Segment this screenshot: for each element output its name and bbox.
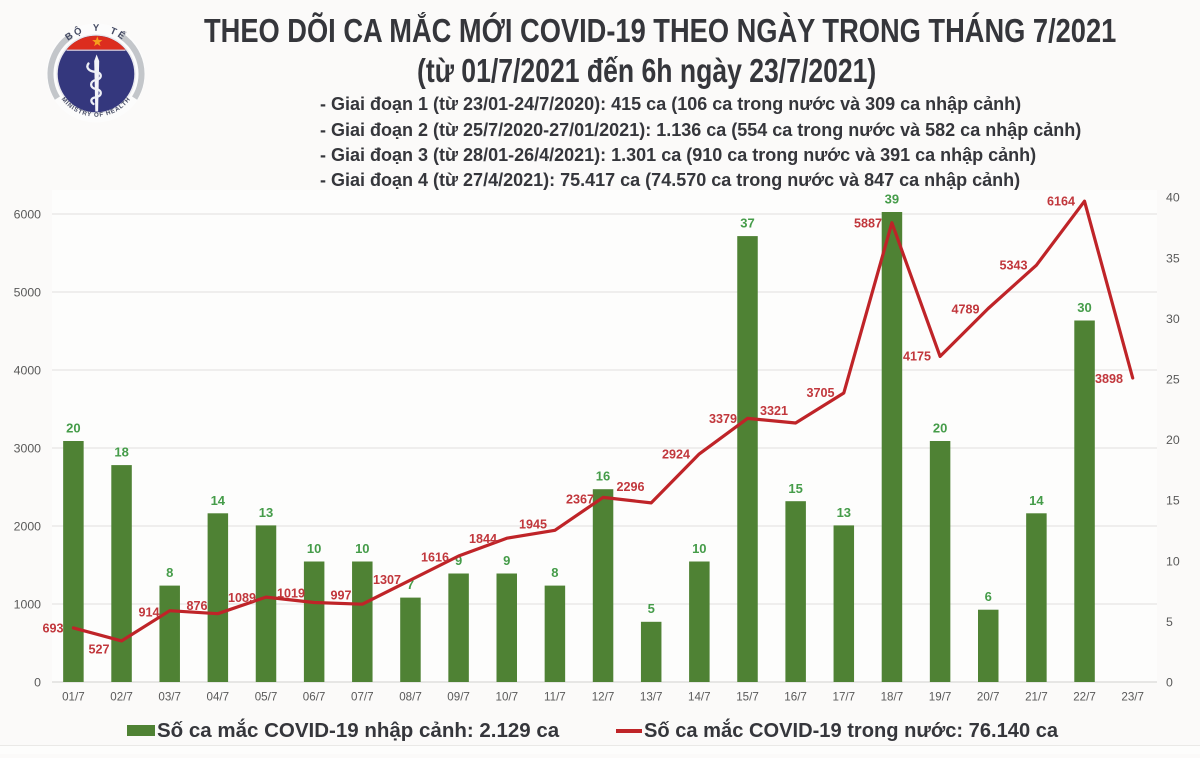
svg-text:10/7: 10/7 xyxy=(496,691,519,704)
svg-text:13: 13 xyxy=(837,505,851,520)
svg-text:3705: 3705 xyxy=(806,386,834,400)
svg-text:997: 997 xyxy=(330,589,351,603)
svg-text:6164: 6164 xyxy=(1047,195,1075,209)
svg-text:7: 7 xyxy=(407,577,414,592)
svg-text:1019: 1019 xyxy=(277,587,305,601)
svg-text:08/7: 08/7 xyxy=(399,691,422,704)
svg-text:15/7: 15/7 xyxy=(736,691,759,704)
svg-text:30: 30 xyxy=(1166,312,1180,326)
svg-text:8: 8 xyxy=(551,565,558,580)
svg-text:876: 876 xyxy=(186,599,207,613)
svg-text:8: 8 xyxy=(166,565,173,580)
svg-text:20: 20 xyxy=(66,421,80,436)
svg-text:01/7: 01/7 xyxy=(62,691,85,704)
svg-text:0: 0 xyxy=(34,676,41,690)
svg-text:9: 9 xyxy=(455,553,462,568)
svg-text:20/7: 20/7 xyxy=(977,691,1000,704)
svg-text:0: 0 xyxy=(1166,676,1173,690)
svg-text:13: 13 xyxy=(259,505,273,520)
svg-text:5343: 5343 xyxy=(999,259,1027,273)
svg-text:2924: 2924 xyxy=(662,448,690,462)
svg-text:14/7: 14/7 xyxy=(688,691,711,704)
svg-text:06/7: 06/7 xyxy=(303,691,326,704)
svg-text:2367: 2367 xyxy=(566,493,594,507)
svg-text:1089: 1089 xyxy=(228,591,256,605)
svg-text:39: 39 xyxy=(885,192,899,207)
svg-text:17/7: 17/7 xyxy=(833,691,856,704)
svg-text:1844: 1844 xyxy=(469,532,497,546)
svg-text:6: 6 xyxy=(985,589,992,604)
svg-text:3000: 3000 xyxy=(14,442,42,456)
svg-text:05/7: 05/7 xyxy=(255,691,278,704)
svg-text:13/7: 13/7 xyxy=(640,691,663,704)
svg-text:527: 527 xyxy=(88,643,109,657)
svg-text:4000: 4000 xyxy=(14,364,42,378)
svg-text:07/7: 07/7 xyxy=(351,691,374,704)
svg-text:4789: 4789 xyxy=(951,303,979,317)
svg-text:25: 25 xyxy=(1166,373,1180,387)
svg-text:6000: 6000 xyxy=(14,208,42,222)
svg-text:2000: 2000 xyxy=(14,520,42,534)
svg-text:693: 693 xyxy=(42,622,63,636)
svg-text:20: 20 xyxy=(1166,433,1180,447)
svg-text:2296: 2296 xyxy=(616,480,644,494)
svg-text:5887: 5887 xyxy=(854,217,882,231)
svg-text:03/7: 03/7 xyxy=(158,691,181,704)
svg-text:15: 15 xyxy=(788,481,802,496)
svg-text:16: 16 xyxy=(596,469,610,484)
svg-text:3379: 3379 xyxy=(709,412,737,426)
svg-text:9: 9 xyxy=(503,553,510,568)
svg-text:18/7: 18/7 xyxy=(881,691,904,704)
svg-text:10: 10 xyxy=(355,541,369,556)
svg-text:1307: 1307 xyxy=(373,573,401,587)
svg-text:23/7: 23/7 xyxy=(1121,691,1144,704)
svg-text:914: 914 xyxy=(138,606,159,620)
svg-text:04/7: 04/7 xyxy=(207,691,230,704)
svg-text:37: 37 xyxy=(740,216,754,231)
svg-text:22/7: 22/7 xyxy=(1073,691,1096,704)
svg-text:4175: 4175 xyxy=(903,350,931,364)
svg-text:30: 30 xyxy=(1077,300,1091,315)
svg-text:3898: 3898 xyxy=(1095,372,1123,386)
svg-text:5: 5 xyxy=(648,601,655,616)
svg-text:5: 5 xyxy=(1166,615,1173,629)
svg-text:18: 18 xyxy=(114,445,128,460)
svg-text:20: 20 xyxy=(933,421,947,436)
svg-text:35: 35 xyxy=(1166,251,1180,265)
svg-text:5000: 5000 xyxy=(14,286,42,300)
svg-text:12/7: 12/7 xyxy=(592,691,615,704)
svg-text:09/7: 09/7 xyxy=(447,691,470,704)
svg-text:40: 40 xyxy=(1166,191,1180,205)
svg-text:10: 10 xyxy=(1166,554,1180,568)
svg-text:3321: 3321 xyxy=(760,404,788,418)
svg-text:21/7: 21/7 xyxy=(1025,691,1048,704)
svg-text:10: 10 xyxy=(692,541,706,556)
svg-text:16/7: 16/7 xyxy=(784,691,807,704)
svg-text:19/7: 19/7 xyxy=(929,691,952,704)
svg-text:15: 15 xyxy=(1166,494,1180,508)
svg-text:1616: 1616 xyxy=(421,551,449,565)
svg-text:14: 14 xyxy=(1029,493,1044,508)
svg-text:1000: 1000 xyxy=(14,598,42,612)
svg-text:11/7: 11/7 xyxy=(544,691,566,704)
svg-text:02/7: 02/7 xyxy=(110,691,133,704)
svg-text:14: 14 xyxy=(211,493,226,508)
svg-text:1945: 1945 xyxy=(519,518,547,532)
svg-text:10: 10 xyxy=(307,541,321,556)
